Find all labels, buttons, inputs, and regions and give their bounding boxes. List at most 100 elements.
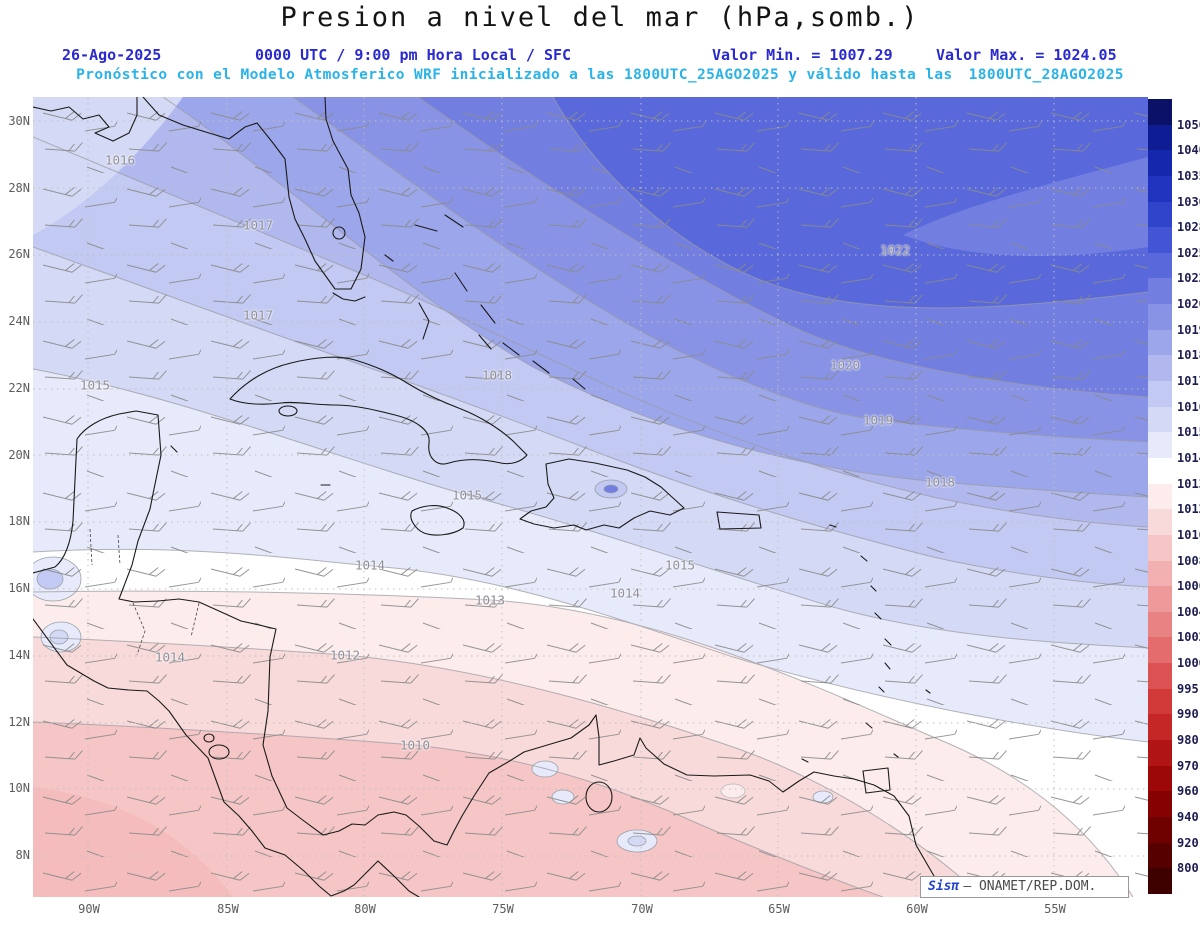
colorbar-segment: 1050 [1148,99,1200,132]
colorbar-segment [1148,868,1172,894]
colorbar-tick-label: 1028 [1177,220,1200,235]
min-value-label: Valor Min. = 1007.29 [712,46,893,64]
lat-tick-label: 10N [8,781,30,795]
lon-tick-label: 80W [354,902,376,916]
colorbar-tick-label: 920 [1177,835,1199,850]
colorbar-segment: 1015 [1148,406,1200,439]
colorbar-tick-label: 980 [1177,733,1199,748]
colorbar-tick-label: 1030 [1177,194,1200,209]
colorbar-segment: 970 [1148,740,1199,773]
colorbar-segment: 1030 [1148,175,1200,209]
lat-tick-label: 24N [8,314,30,328]
colorbar-segment: 1018 [1148,329,1200,362]
lat-tick-label: 28N [8,181,30,195]
central-america-caribbean-coastline [33,410,946,897]
colorbar-tick-label: 1040 [1177,143,1200,158]
colorbar-segment: 800 [1148,842,1199,875]
colorbar-tick-label: 1004 [1177,604,1200,619]
colorbar-tick-label: 1008 [1177,553,1200,568]
colorbar-segment: 990 [1148,688,1199,721]
lat-tick-label: 12N [8,715,30,729]
colorbar-segment: 1004 [1148,586,1200,619]
colorbar-segment: 1025 [1148,227,1200,260]
max-value-label: Valor Max. = 1024.05 [936,46,1117,64]
colorbar-tick-label: 1017 [1177,374,1200,389]
lat-tick-label: 8N [15,848,30,862]
wind-barbs-layer [33,97,1148,897]
hispaniola-coastline [519,458,685,531]
colorbar-tick-label: 800 [1177,861,1199,876]
lake-managua [203,733,215,743]
colorbar-tick-label: 1014 [1177,450,1200,465]
central-america-pacific-coastline [33,618,420,897]
model-valid-until: 1800UTC_28AGO2025 [968,67,1124,83]
colorbar-tick-label: 1002 [1177,630,1200,645]
lat-tick-label: 30N [8,114,30,128]
colorbar-segment: 1040 [1148,124,1200,157]
attribution-box: Sisπ – ONAMET/REP.DOM. [920,876,1129,898]
lat-tick-label: 26N [8,247,30,261]
jamaica-coastline [410,505,465,536]
colorbar-tick-label: 940 [1177,809,1199,824]
pressure-map: 1016 1017 1017 1015 1018 1015 1015 1014 … [33,97,1148,897]
lon-tick-label: 75W [492,902,514,916]
cozumel-island [170,445,178,453]
colorbar-segment: 1016 [1148,381,1200,414]
lesser-antilles-islands [801,524,931,763]
lake-okeechobee [332,226,346,240]
lon-tick-label: 65W [768,902,790,916]
colorbar-segment: 1019 [1148,304,1200,337]
attribution-text: – ONAMET/REP.DOM. [963,879,1097,894]
lat-tick-label: 16N [8,581,30,595]
lake-maracaibo [585,781,613,813]
lat-tick-label: 14N [8,648,30,662]
colorbar-tick-label: 1000 [1177,656,1200,671]
colorbar-tick-label: 1050 [1177,117,1200,132]
colorbar-segment: 1014 [1148,432,1200,465]
colorbar-tick-label: 1019 [1177,322,1200,337]
valid-time-label: 0000 UTC / 9:00 pm Hora Local / SFC [255,46,572,64]
colorbar-tick-label: 1020 [1177,297,1200,312]
colorbar-tick-label: 1012 [1177,502,1200,517]
trinidad-coastline [862,767,891,794]
colorbar-segment: 1035 [1148,150,1200,183]
colorbar: 1050 1040 1035 1030 1028 1025 1022 1020 … [1148,99,1200,894]
puerto-rico-coastline [716,511,762,530]
lon-tick-label: 70W [631,902,653,916]
bahamas-islands [384,214,586,390]
lake-nicaragua [208,744,230,760]
colorbar-segment: 1012 [1148,483,1200,516]
colorbar-tick-label: 1016 [1177,399,1200,414]
colorbar-segment: 1017 [1148,355,1200,388]
colorbar-segment: 1002 [1148,611,1200,644]
colorbar-tick-label: 1015 [1177,425,1200,440]
colorbar-segment: 1006 [1148,560,1200,593]
colorbar-tick-label: 1022 [1177,271,1200,286]
colorbar-segment: 995 [1148,663,1199,696]
colorbar-tick-label: 1025 [1177,245,1200,260]
lat-tick-label: 22N [8,381,30,395]
country-borders [89,528,200,656]
colorbar-tick-label: 970 [1177,758,1199,773]
colorbar-tick-label: 960 [1177,784,1199,799]
forecast-date: 26-Ago-2025 [62,46,162,64]
lon-tick-label: 85W [217,902,239,916]
florida-keys [332,292,366,302]
model-info-text: Pronóstico con el Modelo Atmosferico WRF… [76,67,953,83]
colorbar-segment: 1008 [1148,534,1200,568]
colorbar-segment: 1020 [1148,278,1200,311]
colorbar-segment: 940 [1148,791,1199,824]
gulf-coast-delta-coastline [33,97,138,142]
lat-tick-label: 20N [8,448,30,462]
colorbar-segment: 1013 [1148,457,1200,491]
colorbar-tick-label: 1018 [1177,348,1200,363]
colorbar-segment: 1022 [1148,252,1200,285]
coastlines [33,97,946,897]
colorbar-tick-label: 1035 [1177,168,1200,183]
colorbar-segment: 920 [1148,816,1199,850]
page-title: Presion a nivel del mar (hPa,somb.) [280,2,920,33]
colorbar-segment: 960 [1148,765,1199,798]
lon-tick-label: 90W [78,902,100,916]
colorbar-tick-label: 1006 [1177,579,1200,594]
colorbar-segment: 1000 [1148,637,1200,670]
